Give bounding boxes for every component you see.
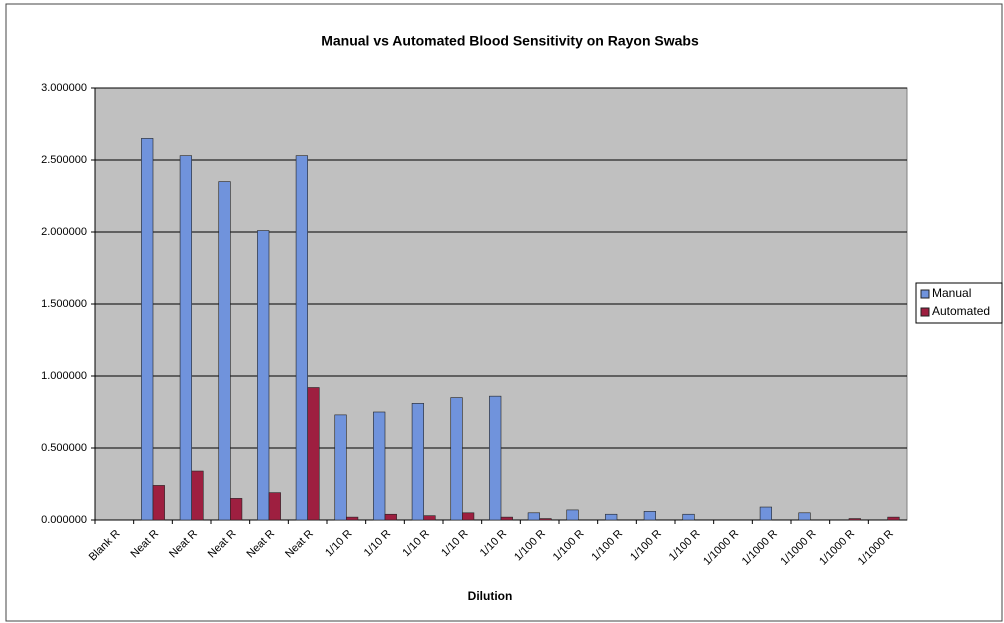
bar (152, 485, 165, 521)
bar (848, 518, 861, 521)
bar (384, 513, 397, 521)
legend: Manual Automated (915, 282, 1003, 324)
bar (450, 397, 463, 521)
bar (500, 516, 513, 521)
legend-box (915, 282, 1003, 324)
bar (489, 395, 502, 521)
bar (566, 509, 579, 521)
legend-label: Automated (932, 304, 990, 318)
bar (759, 506, 772, 521)
y-tick-label: 0.000000 (41, 514, 87, 526)
bar (346, 516, 359, 521)
y-tick-label: 1.500000 (41, 298, 87, 310)
bar (798, 512, 811, 521)
bar (257, 230, 270, 521)
bar (539, 518, 552, 521)
y-tick-label: 2.500000 (41, 154, 87, 166)
bar (682, 513, 695, 521)
legend-swatch (920, 289, 930, 299)
y-tick-label: 2.000000 (41, 226, 87, 238)
bar (887, 516, 900, 521)
legend-swatch (920, 307, 930, 317)
bar (411, 403, 424, 521)
y-tick-label: 0.500000 (41, 442, 87, 454)
bar (179, 155, 192, 521)
y-tick-label: 3.000000 (41, 82, 87, 94)
bar (295, 155, 308, 521)
bar (141, 138, 154, 521)
bar (307, 387, 320, 521)
y-tick-label: 1.000000 (41, 370, 87, 382)
bar (230, 498, 243, 521)
bar (423, 515, 436, 521)
bar (605, 513, 618, 521)
x-axis-title: Dilution (468, 589, 513, 603)
bar (191, 470, 204, 521)
legend-label: Manual (932, 286, 971, 300)
bar (334, 414, 347, 521)
bar (527, 512, 540, 521)
bar (373, 411, 386, 521)
bar (268, 492, 281, 521)
bar (643, 511, 656, 521)
bar (462, 512, 475, 521)
bar (218, 181, 231, 521)
chart-title: Manual vs Automated Blood Sensitivity on… (321, 33, 699, 49)
